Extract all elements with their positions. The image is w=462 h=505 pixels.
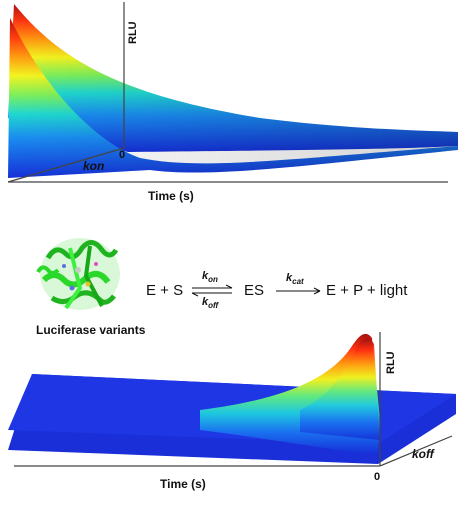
catalytic-rate-label: kcat <box>286 272 304 287</box>
bottom-depth-label: koff <box>412 447 434 461</box>
top-depth-axis <box>7 147 125 183</box>
top-plot <box>7 2 458 183</box>
products-text: E + P + light <box>326 282 408 299</box>
luciferase-structure-icon <box>36 238 120 310</box>
top-surface-shade <box>8 4 458 178</box>
bottom-plot <box>8 332 456 467</box>
bottom-depth-axis <box>379 435 453 467</box>
top-origin-label: 0 <box>119 149 126 161</box>
reactants-text: E + S <box>146 282 184 299</box>
reverse-rate-label: koff <box>202 296 219 311</box>
bottom-y-axis-label: RLU <box>385 351 397 374</box>
complex-text: ES <box>244 282 265 299</box>
enzyme-label: Luciferase variants <box>36 323 146 337</box>
top-depth-label: kon <box>83 159 105 173</box>
bottom-x-axis-label: Time (s) <box>160 477 206 491</box>
top-y-axis-label: RLU <box>127 21 139 44</box>
top-x-axis-label: Time (s) <box>148 189 194 203</box>
bottom-origin-label: 0 <box>374 471 381 483</box>
forward-rate-label: kon <box>202 270 218 285</box>
reaction-arrows <box>191 284 321 297</box>
